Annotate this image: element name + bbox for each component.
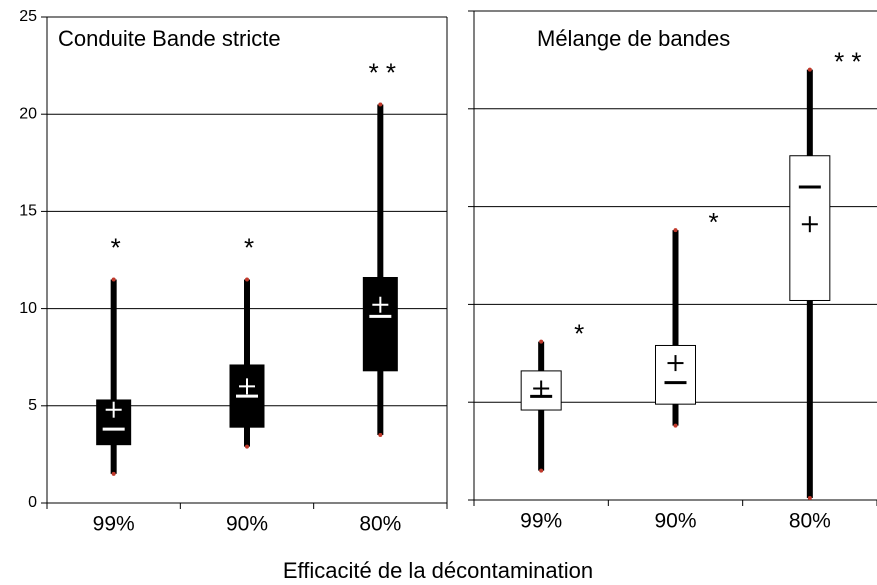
significance-annotation: *: [574, 318, 584, 348]
significance-annotation: *: [708, 207, 718, 237]
box-plot: * *: [362, 57, 398, 437]
box: [362, 276, 398, 372]
whisker-end: [673, 228, 678, 233]
x-tick-label: 90%: [226, 513, 268, 536]
box-plot: *: [96, 232, 132, 476]
x-tick-label: 99%: [93, 513, 135, 536]
whisker-end: [245, 277, 249, 282]
y-tick-label: 10: [19, 300, 37, 317]
chart-title: Conduite Bande stricte: [58, 26, 281, 51]
mean-marker: [372, 296, 389, 313]
box-plot: * *: [789, 47, 862, 501]
whisker-end: [245, 444, 249, 449]
whisker-end: [807, 496, 812, 501]
x-tick-label: 80%: [359, 513, 401, 536]
x-tick-label: 90%: [654, 510, 696, 533]
whisker-end: [807, 67, 812, 72]
mean-marker: [105, 401, 122, 418]
whisker-end: [378, 102, 383, 107]
mean-marker: [239, 378, 255, 395]
box: [655, 344, 696, 405]
significance-annotation: *: [244, 232, 254, 262]
significance-annotation: * *: [834, 47, 861, 77]
y-tick-label: 15: [19, 203, 37, 220]
y-tick-label: 5: [28, 397, 37, 414]
significance-annotation: * *: [369, 57, 396, 87]
whisker-end: [111, 277, 116, 282]
whisker-end: [378, 432, 383, 437]
y-tick-label: 25: [19, 8, 37, 25]
x-tick-label: 99%: [520, 510, 562, 533]
chart-title: Mélange de bandes: [537, 26, 730, 51]
y-tick-label: 0: [28, 494, 37, 511]
box-plot: *: [229, 232, 265, 449]
whisker-end: [539, 339, 544, 344]
box-plot: *: [655, 207, 719, 428]
y-tick-label: 20: [19, 105, 37, 122]
mean-marker: [801, 216, 818, 233]
whisker-end: [673, 423, 678, 428]
x-tick-label: 80%: [789, 510, 831, 533]
x-axis-label: Efficacité de la décontamination: [283, 558, 593, 583]
mean-marker: [667, 355, 684, 372]
box-plot: *: [520, 318, 584, 473]
significance-annotation: *: [111, 232, 121, 262]
mean-marker: [533, 380, 550, 397]
box: [96, 399, 132, 446]
whisker-end: [111, 471, 116, 476]
whisker-end: [539, 468, 544, 473]
